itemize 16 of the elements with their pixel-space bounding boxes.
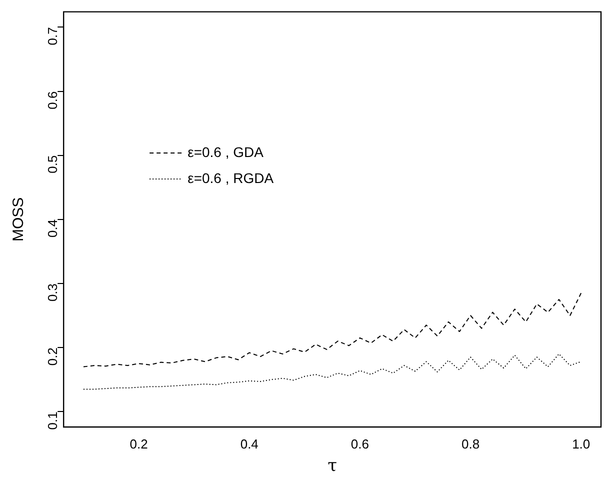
- x-tick-label: 0.4: [240, 436, 258, 452]
- legend-label: ε=0.6 , GDA: [188, 144, 264, 160]
- x-tick-label: 1.0: [572, 436, 590, 452]
- y-tick-label: 0.7: [45, 27, 60, 46]
- y-tick-label: 0.5: [45, 155, 60, 174]
- y-tick-label: 0.1: [45, 412, 60, 430]
- x-tick-label: 0.8: [461, 436, 480, 452]
- y-tick-label: 0.3: [45, 283, 60, 302]
- y-axis-title: MOSS: [10, 197, 28, 242]
- y-tick-label: 0.6: [45, 91, 60, 110]
- y-tick-label: 0.4: [45, 219, 60, 238]
- x-axis-title: τ: [328, 456, 338, 476]
- x-tick-label: 0.2: [130, 436, 148, 452]
- x-tick-label: 0.6: [350, 436, 369, 452]
- legend-label: ε=0.6 , RGDA: [188, 170, 274, 186]
- y-tick-label: 0.2: [45, 348, 60, 366]
